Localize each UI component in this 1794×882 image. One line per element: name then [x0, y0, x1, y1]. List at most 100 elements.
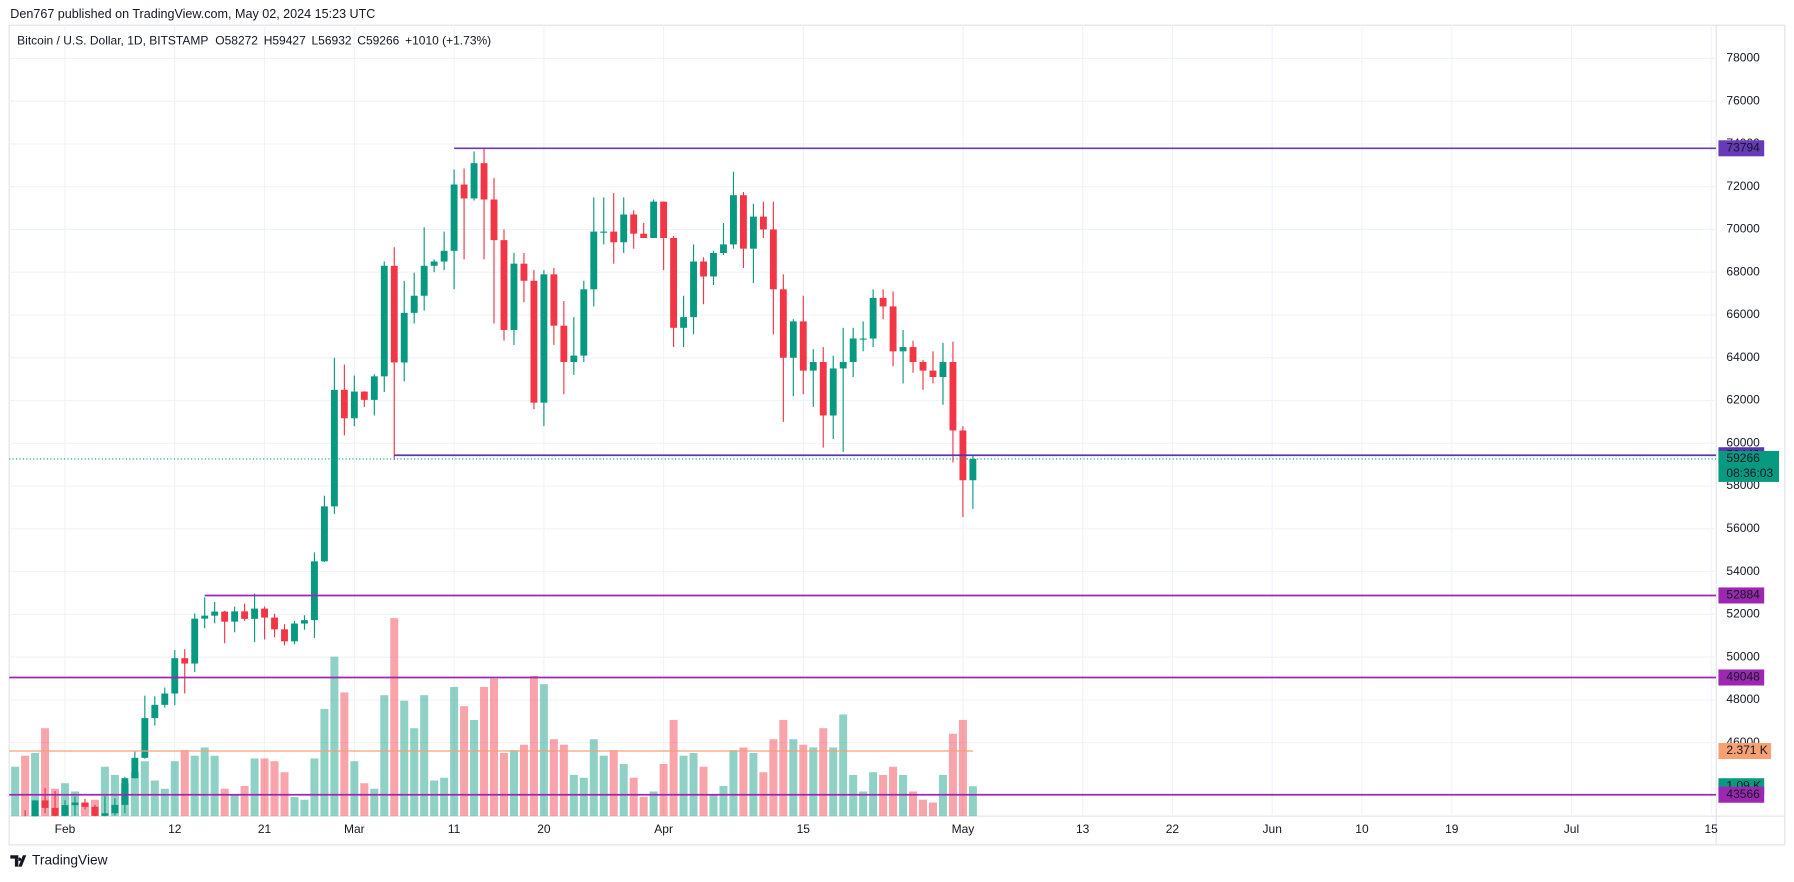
candle-body [829, 368, 837, 416]
volume-bar [370, 788, 379, 817]
candle-body [350, 391, 358, 419]
volume-bar [829, 747, 838, 817]
volume-bar [160, 788, 169, 817]
candle-body [730, 195, 737, 245]
y-tick-label: 60000 [1726, 435, 1760, 449]
plot [9, 147, 1717, 817]
candle-body [739, 195, 747, 249]
level-badge [1718, 140, 1765, 157]
candle-body [61, 805, 69, 816]
ohlc-key: O [215, 33, 224, 47]
current-price-badge [1718, 450, 1780, 482]
candle-body [849, 338, 857, 363]
candle-body [221, 611, 229, 622]
volume-bar [61, 783, 70, 817]
grid [9, 25, 1717, 817]
candle-body [799, 321, 807, 371]
volume-bar [290, 796, 299, 817]
candle-body [640, 233, 648, 238]
candle-body [360, 391, 368, 400]
level-badge [1718, 587, 1765, 604]
candle-body [620, 214, 628, 243]
candle-body [889, 306, 897, 352]
candle-body [530, 280, 538, 403]
candle-body [330, 389, 338, 507]
volume-bar [739, 747, 748, 817]
volume-ma-badge [1718, 742, 1772, 760]
level-label: 73794 [1726, 140, 1760, 154]
volume-bar [220, 788, 229, 817]
candle-body [281, 629, 288, 642]
y-tick-label: 66000 [1726, 307, 1760, 321]
candle-body [919, 362, 927, 371]
volume-bar [709, 794, 718, 817]
footer-logo: TradingView [10, 853, 108, 868]
candle-body [71, 802, 79, 806]
y-tick-label: 56000 [1726, 521, 1760, 535]
candle-body [570, 355, 578, 363]
candle-body [271, 617, 278, 630]
candle-body [320, 506, 328, 562]
volume-bar [260, 758, 269, 817]
volume-bar [599, 755, 608, 817]
y-tick-label: 78000 [1726, 51, 1760, 65]
candle-body [909, 347, 917, 363]
volume-bar [470, 719, 479, 817]
level-label: 52884 [1726, 588, 1760, 602]
x-tick-label: Mar [344, 822, 365, 836]
volume-bar [140, 761, 149, 817]
volume-bar [230, 794, 239, 817]
candle-body [490, 199, 498, 241]
volume-bar [350, 761, 359, 817]
candle-body [680, 317, 688, 328]
ohlc-value: 56932 [318, 33, 352, 47]
volume-bar [579, 777, 588, 817]
level-label: 43566 [1726, 787, 1760, 801]
candle-body [201, 615, 209, 619]
x-tick-label: 15 [1704, 822, 1718, 836]
candle-body [710, 252, 717, 277]
volume-bar [859, 791, 868, 817]
candle-body [939, 362, 947, 377]
volume-bar [21, 755, 30, 817]
current-price-label: 59266 [1726, 451, 1760, 465]
x-tick-label: 10 [1355, 822, 1369, 836]
candle-body [191, 618, 199, 664]
volume-bar [549, 739, 558, 817]
candle-body [809, 362, 817, 371]
candle-body [151, 704, 159, 719]
volume-bar [240, 785, 249, 817]
volume-bar [659, 763, 668, 817]
volume-bar [150, 780, 159, 817]
candle-body [879, 297, 887, 307]
y-tick-label: 54000 [1726, 564, 1760, 578]
legend: Bitcoin / U.S. Dollar, 1D, BITSTAMP O 5827… [17, 33, 491, 47]
x-tick-label: 12 [168, 822, 182, 836]
volume-bar [879, 774, 888, 817]
volume-bar [619, 763, 628, 817]
volume-bar [180, 750, 189, 817]
volume-bar [749, 752, 758, 817]
candle-body [500, 240, 508, 330]
y-tick-label: 70000 [1726, 222, 1760, 236]
candle-body [560, 325, 568, 363]
candle-body [779, 289, 787, 358]
x-tick-label: 19 [1445, 822, 1459, 836]
volume-bar [31, 752, 40, 817]
candle-body [241, 611, 249, 619]
volume-bar [729, 750, 738, 817]
level-label: 49048 [1726, 670, 1760, 684]
ohlc-value: 59266 [366, 33, 400, 47]
volume-bar [340, 692, 349, 817]
volume-bar [559, 744, 568, 817]
candle-body [580, 289, 588, 356]
candle-body [41, 800, 49, 808]
volume-ma-label: 2.371 K [1726, 743, 1767, 757]
volume-bar [200, 747, 209, 817]
volume-bar [649, 791, 658, 817]
candle-body [400, 312, 408, 363]
candle-body [520, 263, 528, 281]
volume-bar [210, 755, 219, 817]
candle-body [420, 265, 428, 296]
